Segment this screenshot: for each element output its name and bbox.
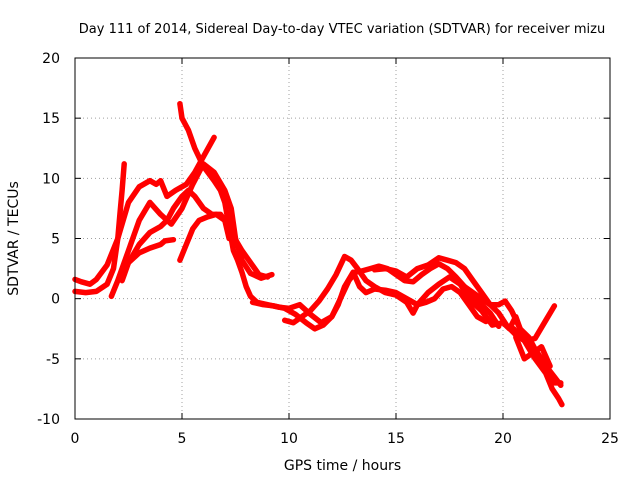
series-line xyxy=(461,283,564,389)
series-line xyxy=(177,211,271,280)
series-group xyxy=(72,100,565,408)
x-tick-label: 10 xyxy=(280,431,298,447)
y-tick-label: 5 xyxy=(51,232,60,248)
grid-lines xyxy=(75,58,610,419)
series-line xyxy=(108,161,275,300)
x-tick-label: 25 xyxy=(601,431,619,447)
y-tick-label: 10 xyxy=(42,171,60,187)
y-tick-label: 15 xyxy=(42,111,60,127)
series-line xyxy=(249,261,502,332)
series-line xyxy=(513,334,553,369)
y-tick-label: -5 xyxy=(46,352,60,368)
x-tick-label: 0 xyxy=(71,431,80,447)
y-axis-label: SDTVAR / TECUs xyxy=(6,181,22,296)
series-line xyxy=(125,236,177,266)
chart-title: Day 111 of 2014, Sidereal Day-to-day VTE… xyxy=(79,22,605,37)
y-tick-label: 20 xyxy=(42,51,60,67)
series-line xyxy=(119,187,232,284)
series-line xyxy=(72,161,127,296)
x-tick-label: 5 xyxy=(178,431,187,447)
series-line xyxy=(510,303,558,344)
series-line xyxy=(281,253,489,326)
y-tick-label: 0 xyxy=(51,292,60,308)
x-axis-label: GPS time / hours xyxy=(284,458,401,474)
y-tick-label: -10 xyxy=(37,412,60,428)
axis-ticks: 0 5 10 15 20 25 -10 -5 0 5 10 15 20 xyxy=(37,51,619,447)
x-tick-label: 20 xyxy=(494,431,512,447)
x-tick-label: 15 xyxy=(387,431,405,447)
series-line xyxy=(371,255,565,408)
series-line xyxy=(72,134,217,287)
